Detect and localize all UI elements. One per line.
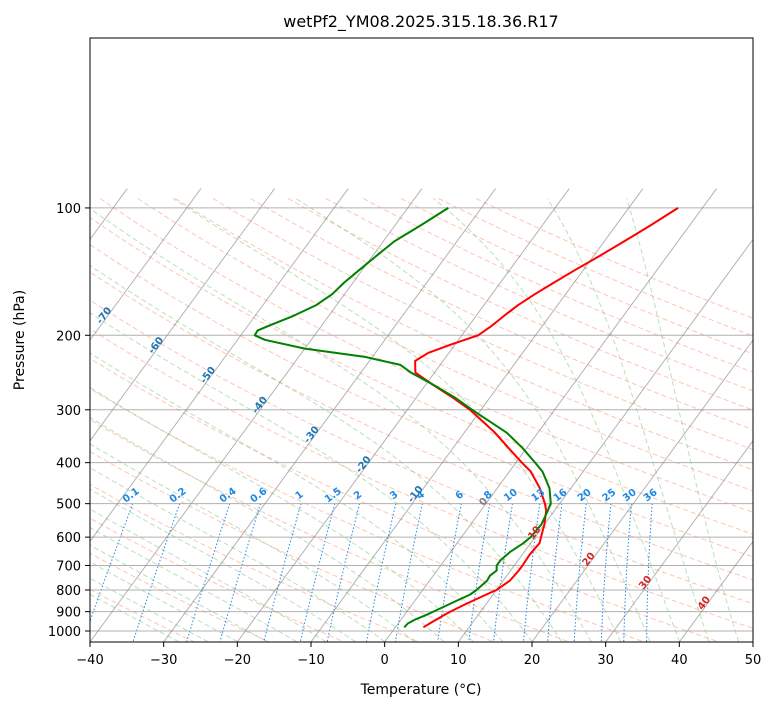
moist-adiabat [90,312,533,642]
y-tick-label: 900 [56,606,81,621]
x-tick-label: 20 [524,653,541,668]
dry-adiabat [90,244,753,558]
isobar-grid-layer [90,207,753,632]
y-tick-label: 100 [56,202,81,217]
series-layer [253,207,679,629]
dry-adiabat [175,198,753,471]
isotherm [90,188,275,442]
dry-adiabat [90,388,644,642]
isotherm [90,188,349,543]
y-tick-label: 500 [56,498,81,513]
x-tick-label: 40 [671,653,688,668]
x-tick-label: −20 [224,653,251,668]
isotherm [163,188,496,642]
mixing-ratio-line [600,503,612,642]
axes-layer: −40 −30 −20 −10 0 10 20 30 40 50 100 200 300 400 500 60… [48,202,761,668]
mixing-ratio-line [394,503,423,642]
isotherm [237,188,570,642]
isotherm [531,339,753,642]
y-tick-label: 400 [56,457,81,472]
moist-adiabat [90,416,445,642]
moist-adiabat [90,577,209,642]
dry-adiabat [287,198,753,411]
mixing-ratio-line [646,503,653,642]
mixing-ratio-line [493,503,513,642]
mixing-ratio-line [299,503,336,642]
mixing-ratio-line [186,503,231,642]
dry-adiabat [90,299,753,605]
y-tick-label: 1000 [48,625,81,640]
mixing-ratio-line [547,503,563,642]
moist-adiabat [90,443,415,642]
mixing-ratio-line [219,503,261,642]
y-tick-label: 600 [56,531,81,546]
moist-adiabat [626,198,739,642]
dry-adiabat [90,217,753,535]
x-tick-label: 10 [450,653,467,668]
mixing-ratio-line [522,503,541,642]
moist-adiabat [90,561,238,642]
isotherm [679,540,753,642]
moist-adiabat [90,488,356,642]
mixing-ratio-line [366,503,397,642]
moist-adiabat [546,198,710,642]
x-tick-label: −30 [150,653,177,668]
isotherm [384,188,717,642]
y-tick-label: 700 [56,559,81,574]
moist-adiabat [90,544,268,642]
temperature-line [414,207,679,629]
plot-frame [89,37,754,643]
x-tick-label: 30 [597,653,614,668]
y-tick-label: 200 [56,329,81,344]
x-axis-label: Temperature (°C) [360,682,482,698]
mixing-ratio-line [437,503,462,642]
moist-adiabat [90,386,474,642]
x-tick-label: −10 [297,653,324,668]
mixing-ratio-line [326,503,361,642]
mixing-ratio-line [573,503,587,642]
chart-title: wetPf2_YM08.2025.315.18.36.R17 [283,12,558,32]
dry-adiabat [137,198,753,492]
isotherm [90,188,202,341]
x-tick-label: −40 [76,653,103,668]
x-tick-label: 0 [381,653,389,668]
moist-adiabat [90,526,297,642]
moist-adiabat [90,508,327,642]
dewpoint-line [253,207,552,628]
dry-adiabat [250,198,753,431]
isotherm [458,238,753,642]
isotherm [605,439,753,642]
dry-adiabat [90,271,753,581]
y-tick-label: 800 [56,584,81,599]
x-tick-label: 50 [745,653,762,668]
y-axis-label: Pressure (hPa) [12,290,28,390]
y-tick-label: 300 [56,404,81,419]
mixing-ratio-line [623,503,632,642]
